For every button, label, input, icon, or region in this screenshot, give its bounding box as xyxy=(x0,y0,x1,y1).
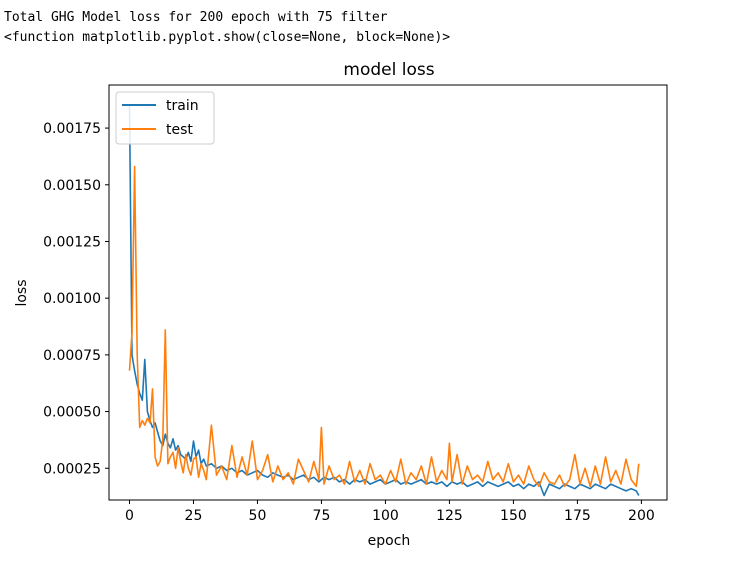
x-tick-label: 175 xyxy=(564,508,591,524)
series-line-test xyxy=(128,165,640,488)
x-tick-label: 25 xyxy=(185,508,203,524)
y-tick-label: 0.00125 xyxy=(43,234,101,250)
x-tick-label: 150 xyxy=(500,508,527,524)
y-tick-label: 0.00025 xyxy=(43,461,101,477)
series-line-train xyxy=(128,105,640,497)
x-tick-label: 75 xyxy=(313,508,331,524)
ticks-layer: 0 25 50 75 100 125 150 175 200 0.00025 0.00050 0.00… xyxy=(43,121,655,524)
x-tick-label: 50 xyxy=(249,508,267,524)
legend-label-train: train xyxy=(166,98,199,114)
x-tick-label: 125 xyxy=(436,508,463,524)
y-axis-label: loss xyxy=(14,279,30,306)
x-axis-label: epoch xyxy=(368,533,411,549)
y-tick-label: 0.00050 xyxy=(43,405,101,421)
output-line-function: <function matplotlib.pyplot.show(close=N… xyxy=(4,30,451,45)
y-tick-label: 0.00150 xyxy=(43,178,101,194)
x-tick-label: 200 xyxy=(628,508,655,524)
series-layer xyxy=(128,105,640,497)
loss-chart: model loss 0 25 50 75 100 125 150 175 200 0.00025… xyxy=(14,60,668,549)
y-tick-label: 0.00175 xyxy=(43,121,101,137)
output-line-title: Total GHG Model loss for 200 epoch with … xyxy=(4,10,388,25)
legend: train test xyxy=(115,91,215,145)
y-tick-label: 0.00100 xyxy=(43,291,101,307)
x-tick-label: 0 xyxy=(125,508,134,524)
chart-title: model loss xyxy=(343,60,434,80)
legend-label-test: test xyxy=(166,122,193,138)
x-tick-label: 100 xyxy=(372,508,399,524)
legend-box xyxy=(115,91,215,145)
y-tick-label: 0.00075 xyxy=(43,348,101,364)
plot-frame xyxy=(108,84,668,501)
